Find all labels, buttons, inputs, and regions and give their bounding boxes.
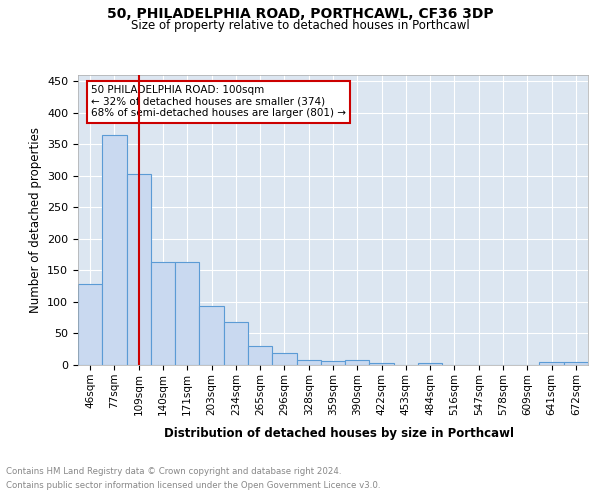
Y-axis label: Number of detached properties: Number of detached properties [29,127,41,313]
Bar [102,135,127,365]
Bar [564,362,588,365]
Text: 50 PHILADELPHIA ROAD: 100sqm
← 32% of detached houses are smaller (374)
68% of s: 50 PHILADELPHIA ROAD: 100sqm ← 32% of de… [91,85,346,118]
Text: Size of property relative to detached houses in Porthcawl: Size of property relative to detached ho… [131,18,469,32]
Bar [321,361,345,365]
Bar [78,284,102,365]
Bar [296,360,321,365]
Bar [224,322,248,365]
Text: Distribution of detached houses by size in Porthcawl: Distribution of detached houses by size … [164,428,514,440]
Bar [199,306,224,365]
Bar [539,362,564,365]
Bar [370,363,394,365]
Bar [248,346,272,365]
Bar [175,262,199,365]
Bar [345,360,370,365]
Bar [127,174,151,365]
Bar [272,353,296,365]
Text: 50, PHILADELPHIA ROAD, PORTHCAWL, CF36 3DP: 50, PHILADELPHIA ROAD, PORTHCAWL, CF36 3… [107,8,493,22]
Bar [151,262,175,365]
Text: Contains public sector information licensed under the Open Government Licence v3: Contains public sector information licen… [6,481,380,490]
Bar [418,363,442,365]
Text: Contains HM Land Registry data © Crown copyright and database right 2024.: Contains HM Land Registry data © Crown c… [6,468,341,476]
